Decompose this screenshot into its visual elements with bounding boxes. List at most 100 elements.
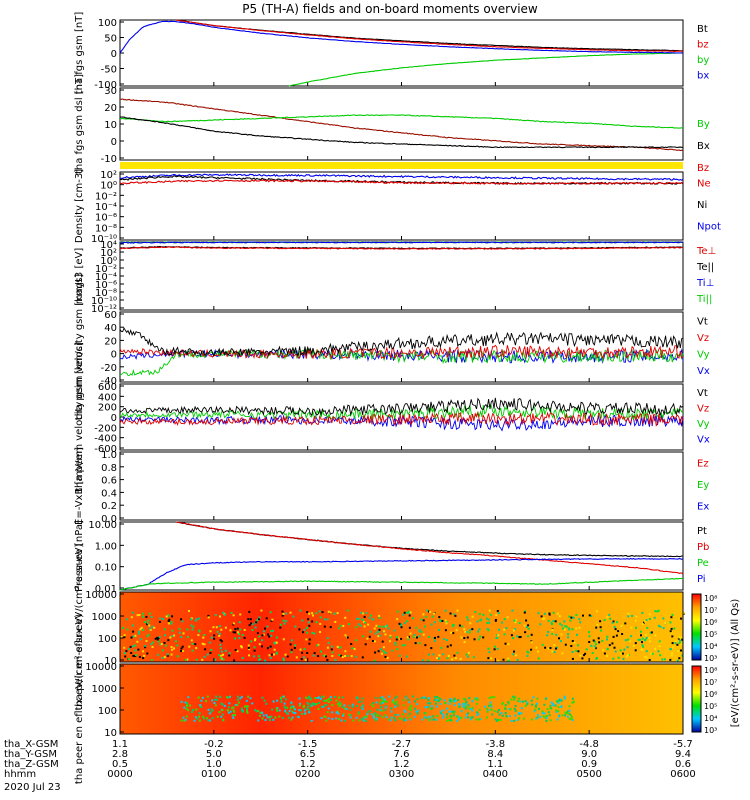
figure-title: P5 (TH-A) fields and on-board moments ov… <box>242 2 538 16</box>
spectrogram-background <box>120 664 683 734</box>
colorbar-tick-label: 10⁷ <box>704 606 717 615</box>
panel-frame <box>119 241 684 311</box>
legend-entry: Pt <box>697 526 707 537</box>
panel-5: tha peim velocity gsm [km/s] 6040200-20-4… <box>74 274 710 421</box>
panel-frame <box>119 451 684 521</box>
x-row-value: 0600 <box>670 769 695 780</box>
y-tick-label: 30 <box>104 86 117 97</box>
y-tick-label: 10 <box>104 728 117 739</box>
y-tick-label: 0 <box>111 49 117 60</box>
series-line-Pe <box>119 577 684 591</box>
series-line-By <box>119 114 684 129</box>
quality-flag-bar <box>120 162 683 169</box>
panel-ylabel: tha peem velocity gsm [km/s] <box>74 342 85 492</box>
x-row-value: 5.0 <box>206 749 222 760</box>
spectrogram-texture <box>180 695 575 722</box>
x-row-value: 0500 <box>576 769 601 780</box>
panel-1: tha fgs gsm [nT] 100 50 0 -50 -100 Bt bz by bx <box>74 12 709 95</box>
panel-2: tha fgs gsm dsl [nT] 30 20 10 0 -10 By Bx Bz <box>74 74 710 174</box>
colorbar: 10⁸ 10⁷ 10⁶ 10⁵ 10⁴ 10³ <box>691 665 717 735</box>
y-tick-label: 0.6 <box>101 476 117 487</box>
y-tick-label: 10⁴ <box>100 240 117 251</box>
y-tick-label: 0.4 <box>101 488 117 499</box>
colorbar-tick-label: 10⁷ <box>704 678 717 687</box>
x-row-label: tha_Y-GSM <box>4 749 57 760</box>
panel-ylabel: tha peer en eflux eV/(cm²-s-sr-eV) <box>74 614 85 784</box>
colorbar-tick-label: 10⁶ <box>704 618 717 627</box>
y-tick-label: 0.0 <box>101 514 117 525</box>
x-row-value: 6.5 <box>300 749 316 760</box>
panel-9: tha peir en eflux eV/(cm²-s-sr-eV) 10⁸ 10⁷… <box>74 543 717 710</box>
y-tick-label: 100 <box>98 634 117 645</box>
panel-4: magt3 [eV] 10⁴10²10⁰10⁻²10⁻⁴10⁻⁶10⁻⁸10⁻¹⁰… <box>74 240 716 315</box>
y-tick-label: -40 <box>101 376 117 387</box>
legend-entry: Ti|| <box>696 294 712 305</box>
series-line-Vx <box>119 413 684 432</box>
y-tick-label: 10² <box>100 248 117 259</box>
colorbar-scale <box>691 593 702 661</box>
legend-entry: Vt <box>697 388 708 399</box>
y-tick-label: -20 <box>101 363 117 374</box>
y-tick-label: 60 <box>104 310 117 321</box>
y-tick-label: 50 <box>104 34 117 45</box>
y-tick-label: -100 <box>94 80 117 91</box>
legend-entry: Ex <box>697 501 709 512</box>
colorbar-tick-label: 10³ <box>704 726 717 735</box>
colorbar: 10⁸ 10⁷ 10⁶ 10⁵ 10⁴ 10³ <box>691 593 717 663</box>
y-tick-label: 10 <box>104 656 117 667</box>
series-line-Vy <box>119 348 684 376</box>
x-axis-labels: [eV/(cm²-s-sr-eV)] (All Qs) tha_X-GSM 1.1 -… <box>4 599 741 793</box>
x-row-value: 9.4 <box>675 749 691 760</box>
panel-ylabel: tha peir en eflux eV/(cm²-s-sr-eV) <box>74 543 85 710</box>
legend-entry: bx <box>697 70 709 81</box>
legend-entry: bz <box>697 39 709 50</box>
y-tick-label: 10⁻⁶ <box>95 280 117 291</box>
legend-entry: Te⊥ <box>696 246 716 257</box>
panel-3: Density [cm-3] 10²10⁰10⁻²10⁻⁴10⁻⁶10⁻⁸10⁻¹… <box>74 169 721 245</box>
colorbar-tick-label: 10³ <box>704 654 717 663</box>
x-row-value: 0400 <box>483 769 508 780</box>
series-line-Vz <box>119 344 684 361</box>
x-row-value: 1.1 <box>112 739 128 750</box>
x-row-value: 0000 <box>107 769 132 780</box>
series-line-Vy <box>119 404 684 421</box>
y-tick-label: 0 <box>111 413 117 424</box>
legend-entry: Pi <box>697 574 706 585</box>
legend-entry: Vy <box>697 349 710 360</box>
legend-entry: Vx <box>697 366 710 377</box>
x-row-value: 7.6 <box>394 749 410 760</box>
y-tick-label: 10⁻⁸ <box>95 288 117 299</box>
colorbar-tick-label: 10⁸ <box>704 594 717 603</box>
y-tick-label: 0.8 <box>101 463 117 474</box>
y-tick-label: 10⁻¹⁰ <box>91 234 117 245</box>
legend-entry: Vx <box>697 434 710 445</box>
x-row-value: 1.1 <box>487 759 503 770</box>
series-line-Bz <box>119 98 684 152</box>
series-line-bz <box>176 19 684 52</box>
legend-entry: Ne <box>697 179 711 190</box>
x-row-label: tha_Z-GSM <box>4 759 59 770</box>
x-row-value: 0.6 <box>675 759 691 770</box>
y-tick-label: 400 <box>98 392 117 403</box>
y-tick-label: 600 <box>98 382 117 393</box>
legend-entry: Pe <box>697 558 709 569</box>
x-row-label: hhmm <box>4 769 36 780</box>
spectrogram-texture <box>120 609 685 662</box>
series-line-Te⊥ <box>119 246 684 250</box>
x-row-value: 9.0 <box>581 749 597 760</box>
panel-ylabel: Density [cm-3] <box>74 169 85 243</box>
panel-ylabel: magt3 [eV] <box>74 248 85 305</box>
legend-entry: Ez <box>697 459 709 470</box>
colorbar-tick-label: 10⁵ <box>704 702 717 711</box>
y-tick-label: -600 <box>94 444 117 455</box>
y-tick-label: 10⁻⁴ <box>95 202 117 213</box>
y-tick-label: 10.00 <box>88 520 117 531</box>
series-line-Vt <box>119 327 684 358</box>
y-tick-label: 10⁻⁶ <box>95 213 117 224</box>
panels: tha fgs gsm [nT] 100500-50-100Btbzbybxtha… <box>74 12 721 784</box>
x-row-value: 0.5 <box>112 759 128 770</box>
colorbar-tick-label: 10⁵ <box>704 630 717 639</box>
panel-frame <box>119 19 684 87</box>
y-tick-label: 1.00 <box>95 541 117 552</box>
